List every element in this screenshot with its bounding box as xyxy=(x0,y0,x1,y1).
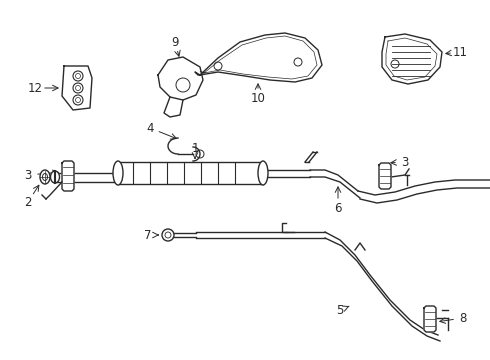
Ellipse shape xyxy=(258,161,268,185)
Text: 11: 11 xyxy=(452,45,467,59)
Text: 2: 2 xyxy=(24,195,32,208)
Text: 12: 12 xyxy=(27,81,43,95)
Ellipse shape xyxy=(50,171,59,183)
Polygon shape xyxy=(195,33,322,82)
Text: 9: 9 xyxy=(171,36,179,49)
Polygon shape xyxy=(62,66,92,110)
Ellipse shape xyxy=(113,161,123,185)
Polygon shape xyxy=(164,97,183,117)
Polygon shape xyxy=(62,161,74,191)
Polygon shape xyxy=(158,57,203,100)
Polygon shape xyxy=(118,162,263,184)
Text: 3: 3 xyxy=(401,156,409,168)
Polygon shape xyxy=(424,306,436,332)
Ellipse shape xyxy=(40,170,50,184)
Polygon shape xyxy=(382,34,442,84)
Text: 4: 4 xyxy=(146,122,154,135)
Text: 8: 8 xyxy=(459,311,466,324)
Text: 5: 5 xyxy=(336,303,343,316)
Text: 3: 3 xyxy=(24,168,32,181)
Text: 1: 1 xyxy=(191,141,199,154)
Circle shape xyxy=(162,229,174,241)
Text: 7: 7 xyxy=(144,229,152,242)
Text: 6: 6 xyxy=(334,202,342,215)
Polygon shape xyxy=(379,163,391,189)
Text: 10: 10 xyxy=(250,91,266,104)
